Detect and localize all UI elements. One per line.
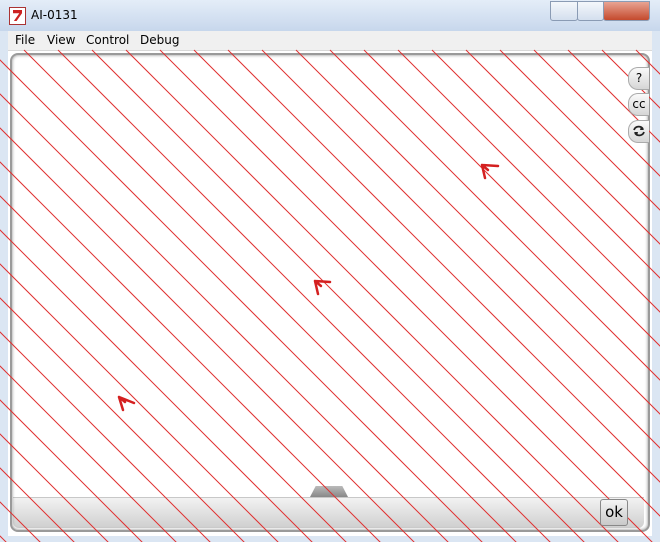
- stage: [8, 51, 652, 536]
- hatch-line: [499, 49, 660, 211]
- ok-button[interactable]: ok: [600, 499, 628, 526]
- hatch-line: [329, 49, 660, 381]
- help-button[interactable]: ?: [628, 67, 649, 90]
- hatch-line: [261, 49, 660, 449]
- hatch-line: [0, 127, 415, 542]
- hatch-line: [159, 49, 653, 542]
- hatch-line: [0, 535, 7, 542]
- menu-item[interactable]: View: [47, 33, 76, 47]
- hatch-line: [533, 49, 660, 177]
- hatch-line: [0, 93, 449, 542]
- menu-item[interactable]: Control: [86, 33, 130, 47]
- hatch-line: [0, 229, 313, 542]
- arrow-mark: [313, 279, 332, 296]
- menu-item[interactable]: Debug: [140, 33, 180, 47]
- hatch-line: [23, 49, 517, 542]
- hatch-line: [295, 49, 660, 415]
- refresh-button[interactable]: [628, 120, 649, 143]
- hatch-line: [0, 331, 211, 542]
- hatch-line: [0, 161, 381, 542]
- hatch-line: [363, 49, 660, 347]
- menu-bar: File View Control Debug: [8, 31, 652, 51]
- hatch-line: [0, 399, 143, 542]
- refresh-icon: [633, 125, 645, 137]
- hatch-line: [0, 59, 483, 542]
- hatch-line: [91, 49, 585, 542]
- hatch-line: [0, 501, 41, 542]
- hatch-line: [431, 49, 660, 279]
- arrow-mark: [117, 395, 136, 412]
- hatch-line: [0, 433, 109, 542]
- hatch-line: [465, 49, 660, 245]
- window-title: AI-0131: [31, 8, 78, 22]
- footer-bar: [13, 497, 644, 528]
- hatch-line: [0, 365, 177, 542]
- close-button[interactable]: [603, 1, 650, 21]
- captions-button[interactable]: cc: [628, 93, 649, 116]
- hatch-line: [227, 49, 660, 483]
- hatch-line: [125, 49, 619, 542]
- arrow-mark: [480, 163, 500, 180]
- hatch-line: [0, 263, 279, 542]
- content-panel: [10, 53, 650, 532]
- hatch-line: [0, 195, 347, 542]
- hatch-line: [57, 49, 551, 542]
- hatch-line: [397, 49, 660, 313]
- title-bar: AI-0131: [0, 0, 660, 31]
- hatch-line: [0, 467, 75, 542]
- hatch-line: [0, 297, 245, 542]
- menu-item[interactable]: File: [15, 33, 36, 47]
- hatch-line: [193, 49, 660, 517]
- app-icon: [9, 7, 26, 25]
